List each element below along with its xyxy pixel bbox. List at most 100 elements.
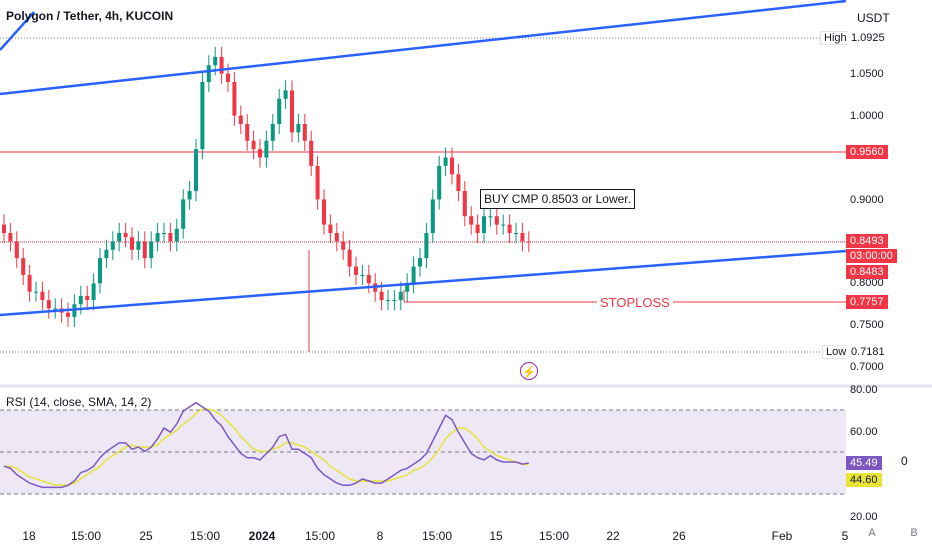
candle-body (443, 157, 448, 166)
candle-body (226, 73, 230, 83)
candle-body (341, 241, 346, 250)
candle-body (354, 266, 358, 275)
rsi-sma-tag: 44.60 (846, 473, 882, 487)
candle-body (328, 224, 333, 233)
candle-body (27, 274, 32, 292)
candle-body (526, 241, 531, 243)
candle-body (194, 149, 198, 192)
time-tick: Feb (771, 529, 793, 543)
candle-body (290, 90, 294, 133)
candle-body (123, 232, 128, 238)
candle-body (14, 241, 19, 259)
rsi-tick: 60.00 (850, 426, 878, 438)
candle-body (488, 216, 493, 218)
candle-body (437, 165, 442, 200)
resistance-tag: 0.9560 (846, 145, 888, 159)
candle-body (322, 199, 326, 225)
candle-body (507, 224, 512, 233)
low-label: Low (822, 345, 851, 359)
candle-body (475, 224, 480, 233)
candle-body (21, 258, 26, 275)
candle-body (418, 258, 422, 267)
time-tick: 26 (672, 529, 686, 543)
pane-zero-label: 0 (901, 454, 908, 468)
symbol-title[interactable]: Polygon / Tether, 4h, KUCOIN (6, 9, 174, 23)
rsi-sma-line (4, 408, 529, 487)
time-tick: 5 (841, 529, 849, 543)
candle-body (456, 174, 461, 192)
time-tick: 8 (376, 529, 384, 543)
time-tick: 15:00 (538, 529, 570, 543)
candle-body (181, 199, 186, 229)
rsi-title[interactable]: RSI (14, close, SMA, 14, 2) (6, 395, 152, 409)
candle-body (34, 291, 38, 293)
candles-group (2, 46, 531, 327)
b-button[interactable]: B (910, 527, 918, 539)
high-label: High (820, 31, 851, 45)
rsi-value-tag: 45.49 (846, 456, 882, 470)
candle-body (424, 232, 429, 259)
candle-body (110, 241, 115, 250)
candle-body (53, 308, 58, 310)
candle-body (392, 300, 397, 302)
candle-body (430, 199, 435, 233)
lower-trendline[interactable] (0, 249, 847, 317)
candle-body (213, 56, 218, 66)
candle-body (232, 82, 237, 116)
current-price-tag-2: 0.8483 (846, 265, 888, 279)
candle-body (450, 157, 454, 175)
candle-body (501, 224, 506, 226)
candle-body (174, 228, 179, 242)
rsi-tick: 80.00 (850, 384, 878, 396)
time-tick: 2024 (248, 529, 276, 543)
candle-body (155, 232, 160, 242)
low-value: 0.7181 (848, 345, 888, 359)
price-tick: 1.0000 (850, 110, 884, 122)
stoploss-annotation[interactable]: STOPLOSS (597, 295, 673, 310)
candle-body (334, 232, 339, 242)
candle-body (130, 237, 134, 250)
candle-body (162, 232, 166, 234)
time-tick: 15:00 (70, 529, 102, 543)
candle-body (386, 300, 390, 302)
time-tick: 15 (489, 529, 503, 543)
candle-body (270, 123, 275, 141)
auto-scale-button[interactable]: A (868, 527, 876, 539)
candle-body (296, 123, 301, 133)
candle-body (2, 224, 6, 233)
candle-body (104, 249, 109, 259)
corner-trendline[interactable] (0, 11, 35, 51)
candle-body (347, 249, 352, 267)
candle-body (379, 291, 384, 301)
candle-body (91, 283, 96, 301)
time-tick: 25 (139, 529, 153, 543)
price-tick: 0.8000 (850, 277, 884, 289)
candle-body (360, 274, 365, 276)
lightning-icon[interactable]: ⚡ (520, 362, 538, 380)
candle-body (366, 274, 371, 284)
time-tick: 18 (22, 529, 36, 543)
upper-trendline[interactable] (0, 0, 847, 96)
candle-body (411, 266, 416, 284)
candle-body (264, 140, 269, 158)
candle-body (98, 258, 102, 284)
current-price-tag: 0.8493 (846, 234, 888, 248)
candle-body (277, 98, 282, 124)
candle-body (136, 241, 141, 250)
rsi-tick: 20.00 (850, 511, 878, 523)
candle-body (514, 232, 518, 234)
time-tick: 15:00 (421, 529, 453, 543)
price-tick: 1.0500 (850, 68, 884, 80)
candle-body (117, 232, 122, 242)
candle-body (46, 300, 51, 309)
candle-body (78, 295, 83, 305)
buy-annotation[interactable]: BUY CMP 0.8503 or Lower. (480, 189, 635, 209)
candle-body (85, 295, 90, 301)
rsi-line (3, 401, 529, 489)
currency-label[interactable]: USDT (857, 11, 890, 25)
candle-body (302, 123, 307, 141)
candle-body (206, 65, 211, 83)
stoploss-tag: 0.7757 (846, 295, 888, 309)
candle-body (315, 165, 320, 200)
